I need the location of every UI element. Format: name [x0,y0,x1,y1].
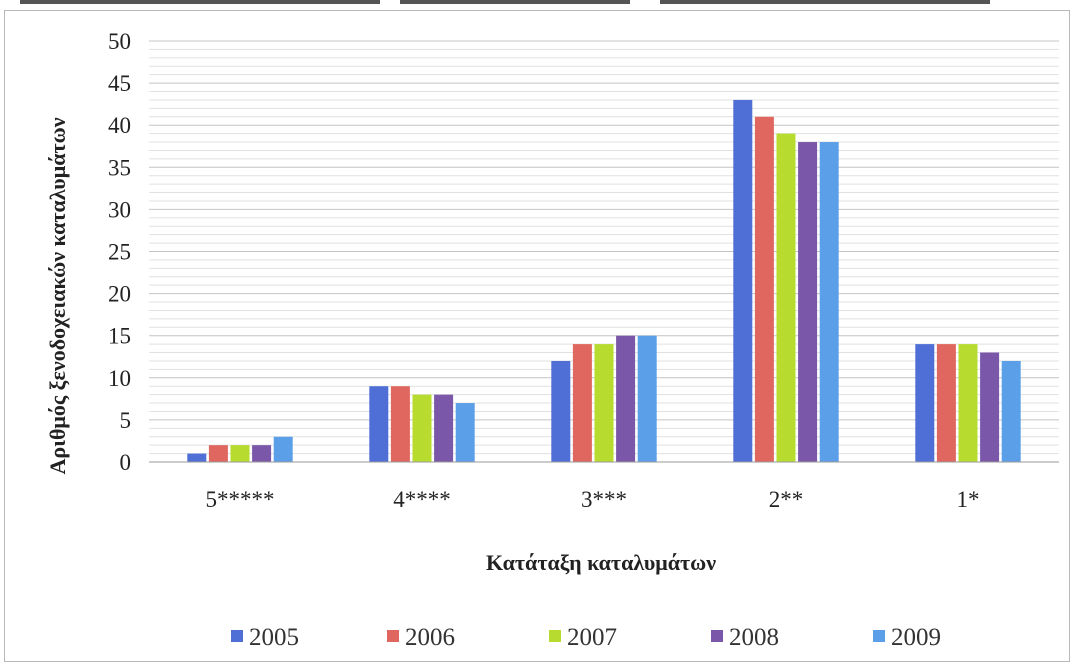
bar-2008-2 [616,335,636,462]
x-tick-label: 4**** [393,487,451,512]
bar-2006-4 [936,344,956,462]
cropped-caption-remnant [0,0,1074,8]
bar-2009-0 [273,436,293,462]
bar-2005-1 [369,386,389,462]
x-tick-label: 1* [957,487,980,512]
legend-item-2009: 2009 [873,624,941,651]
bar-2005-0 [187,453,207,462]
y-tick-label: 0 [120,450,132,475]
bars [187,99,1021,463]
x-tick-label: 5***** [206,487,275,512]
bar-chart: 0 5 10 15 20 25 30 35 40 45 50 5***** 4**** 3*** 2** 1… [45,29,1059,651]
y-tick-label: 30 [108,197,131,222]
bar-2007-4 [958,344,978,462]
legend-item-2008: 2008 [711,624,779,651]
bar-2006-1 [390,386,410,462]
bar-2007-3 [776,133,796,462]
y-tick-label: 10 [108,366,131,391]
bar-2008-0 [252,445,272,462]
chart-frame: 0 5 10 15 20 25 30 35 40 45 50 5***** 4**** 3*** 2** 1… [4,10,1070,662]
y-tick-label: 25 [108,240,131,265]
legend-label: 2008 [729,624,779,651]
legend: 2005 2006 2007 2008 2009 [231,624,941,651]
bar-2009-2 [637,335,657,462]
bar-2008-4 [980,352,1000,462]
bar-2005-4 [915,344,935,462]
bar-2007-1 [412,394,432,462]
y-tick-label: 15 [108,324,131,349]
x-axis-title: Κατάταξη καταλυμάτων [486,550,716,575]
bar-2008-3 [798,142,818,463]
bar-2007-0 [230,445,250,462]
y-axis-ticks: 0 5 10 15 20 25 30 35 40 45 50 [108,29,131,475]
y-tick-label: 5 [120,408,132,433]
legend-swatch [873,630,885,642]
legend-label: 2006 [405,624,455,651]
y-tick-label: 35 [108,155,131,180]
y-axis-title: Αριθμός ξενοδοχειακών καταλυμάτων [45,117,70,474]
bar-2005-2 [551,360,571,462]
bar-2006-2 [572,344,592,462]
x-axis-ticks: 5***** 4**** 3*** 2** 1* [206,487,980,512]
legend-label: 2005 [249,624,299,651]
legend-swatch [231,630,243,642]
y-tick-label: 50 [108,29,131,54]
legend-swatch [387,630,399,642]
legend-item-2005: 2005 [231,624,299,651]
legend-item-2006: 2006 [387,624,455,651]
y-tick-label: 40 [108,113,131,138]
legend-item-2007: 2007 [549,624,617,651]
bar-2009-3 [819,142,839,463]
x-tick-label: 2** [769,487,804,512]
bar-2008-1 [434,394,454,462]
legend-label: 2007 [567,624,617,651]
bar-2007-2 [594,344,614,462]
bar-2006-3 [754,116,774,462]
legend-swatch [549,630,561,642]
bar-2009-4 [1001,360,1021,462]
y-tick-label: 20 [108,282,131,307]
x-tick-label: 3*** [581,487,627,512]
bar-2006-0 [208,445,228,462]
legend-swatch [711,630,723,642]
bar-2005-3 [733,99,753,462]
y-tick-label: 45 [108,71,131,96]
bar-2009-1 [455,403,475,462]
legend-label: 2009 [891,624,941,651]
